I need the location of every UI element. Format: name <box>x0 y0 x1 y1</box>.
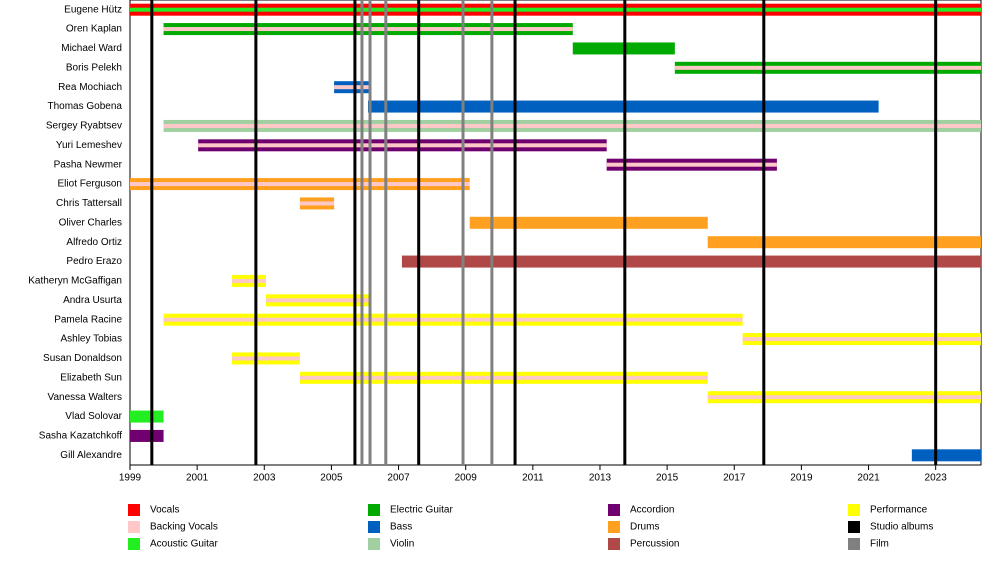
x-tick-label: 2015 <box>656 473 679 484</box>
member-name: Katheryn McGaffigan <box>28 276 122 287</box>
member-name: Pasha Newmer <box>54 159 123 170</box>
x-tick-label: 2023 <box>925 473 948 484</box>
member-bar <box>368 100 879 113</box>
member-name: Oren Kaplan <box>66 24 122 35</box>
legend-swatch <box>848 504 860 516</box>
member-bar <box>232 356 300 361</box>
member-name: Pamela Racine <box>54 314 122 325</box>
member-name: Rea Mochiach <box>58 82 122 93</box>
plot-frame <box>129 0 982 466</box>
x-tick-label: 2017 <box>723 473 746 484</box>
legend-label: Drums <box>630 522 659 533</box>
legend-label: Film <box>870 539 889 550</box>
member-bar <box>334 85 371 90</box>
member-name: Gill Alexandre <box>60 450 122 461</box>
member-bar <box>742 337 981 342</box>
legend-swatch <box>608 538 620 550</box>
member-name: Boris Pelekh <box>66 62 122 73</box>
legend-swatch <box>368 538 380 550</box>
member-bar <box>707 236 981 249</box>
member-bar <box>163 27 573 32</box>
member-bar <box>911 449 981 462</box>
member-name: Yuri Lemeshev <box>56 140 122 151</box>
legend-swatch <box>128 538 140 550</box>
member-name: Elizabeth Sun <box>60 372 122 383</box>
member-bar <box>299 375 708 380</box>
member-name: Andra Usurta <box>63 295 122 306</box>
member-name: Thomas Gobena <box>48 101 123 112</box>
member-name: Sergey Ryabtsev <box>46 121 122 132</box>
member-bar <box>130 410 164 423</box>
legend-swatch <box>368 504 380 516</box>
legend-swatch <box>608 504 620 516</box>
x-tick-label: 2009 <box>455 473 478 484</box>
legend-swatch <box>848 521 860 533</box>
member-bar <box>674 65 981 70</box>
x-tick-label: 2021 <box>857 473 880 484</box>
member-name: Susan Donaldson <box>43 353 122 364</box>
member-name: Alfredo Ortiz <box>66 237 122 248</box>
member-bar <box>130 429 164 442</box>
x-tick-label: 2011 <box>522 473 544 484</box>
legend-swatch <box>848 538 860 550</box>
member-name: Michael Ward <box>61 43 122 54</box>
x-tick-label: 2003 <box>253 473 276 484</box>
member-bar <box>299 201 335 206</box>
legend-label: Violin <box>390 539 414 550</box>
legend-label: Accordion <box>630 505 674 516</box>
legend-label: Bass <box>390 522 412 533</box>
x-tick-label: 2013 <box>589 473 612 484</box>
member-name: Chris Tattersall <box>56 198 122 209</box>
member-name: Vanessa Walters <box>48 392 122 403</box>
member-bar <box>265 298 371 303</box>
legend-label: Percussion <box>630 539 679 550</box>
member-bar <box>469 216 708 229</box>
legend-label: Backing Vocals <box>150 522 218 533</box>
x-tick-label: 1999 <box>119 473 142 484</box>
member-bar <box>606 162 777 167</box>
legend-label: Performance <box>870 505 928 516</box>
member-bar <box>401 255 982 268</box>
member-bar <box>163 317 743 322</box>
legend-label: Studio albums <box>870 522 933 533</box>
legend-label: Acoustic Guitar <box>150 539 218 550</box>
legend-label: Electric Guitar <box>390 505 453 516</box>
member-bar <box>707 395 981 400</box>
x-tick-label: 2005 <box>320 473 343 484</box>
member-bar <box>130 182 470 187</box>
member-name: Eugene Hütz <box>64 4 122 15</box>
member-name: Sasha Kazatchkoff <box>39 431 122 442</box>
legend-swatch <box>608 521 620 533</box>
member-name: Ashley Tobias <box>60 334 122 345</box>
legend-swatch <box>128 521 140 533</box>
x-tick-label: 2001 <box>186 473 209 484</box>
member-bar <box>198 143 607 148</box>
member-name: Vlad Solovar <box>65 411 122 422</box>
x-tick-label: 2019 <box>790 473 813 484</box>
member-bar <box>130 7 981 12</box>
member-name: Pedro Erazo <box>66 256 122 267</box>
member-name: Oliver Charles <box>59 217 122 228</box>
legend-label: Vocals <box>150 505 179 516</box>
member-bar <box>163 123 982 128</box>
legend-swatch <box>128 504 140 516</box>
member-bar <box>232 278 266 283</box>
member-name: Eliot Ferguson <box>58 179 122 190</box>
x-tick-label: 2007 <box>387 473 410 484</box>
legend-swatch <box>368 521 380 533</box>
